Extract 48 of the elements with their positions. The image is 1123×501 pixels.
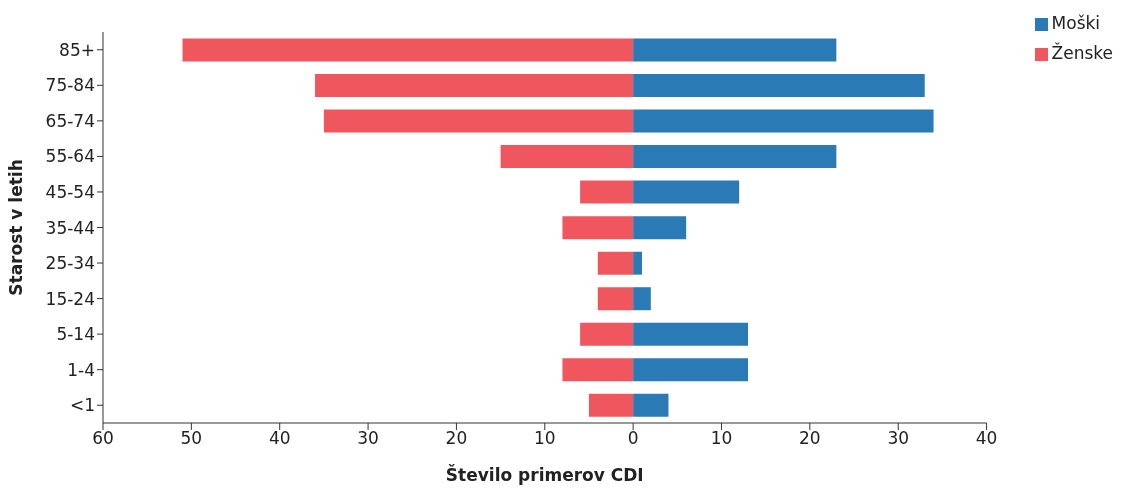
y-tick-label: 65-74: [45, 110, 95, 131]
x-tick-label: 20: [799, 428, 821, 449]
y-tick-label: 75-84: [45, 75, 95, 96]
bar: [633, 358, 748, 382]
bar: [182, 38, 634, 62]
bar: [597, 287, 634, 311]
bar: [597, 251, 634, 275]
x-tick-label: 50: [180, 428, 203, 449]
y-tick-label: 35-44: [45, 217, 95, 238]
x-tick-label: 10: [710, 428, 733, 449]
y-axis-title: Starost v letih: [6, 159, 27, 296]
bar: [580, 322, 634, 346]
legend-label: Ženske: [1051, 43, 1113, 63]
bar: [588, 393, 634, 417]
x-axis-title: Število primerov CDI: [445, 464, 644, 485]
y-tick-label: 15-24: [45, 288, 95, 309]
bar: [562, 358, 634, 382]
bar: [633, 145, 837, 169]
x-tick-label: 10: [533, 428, 556, 449]
bar: [633, 73, 925, 97]
legend-label: Moški: [1051, 13, 1101, 33]
x-tick-label: 30: [357, 428, 379, 449]
x-tick-label: 20: [445, 428, 468, 449]
bar: [500, 145, 634, 169]
bar: [633, 393, 669, 417]
x-tick-label: 60: [92, 428, 114, 449]
bar: [633, 251, 642, 275]
y-tick-label: 5-14: [56, 324, 95, 345]
x-tick-label: 40: [975, 428, 998, 449]
y-tick-label: 25-34: [45, 253, 95, 274]
bar: [580, 180, 634, 204]
bar: [633, 38, 837, 62]
bar: [633, 180, 740, 204]
bar: [315, 73, 634, 97]
bar: [633, 322, 748, 346]
bar: [633, 216, 687, 240]
bar: [633, 287, 651, 311]
y-tick-label: <1: [69, 395, 95, 416]
bar: [323, 109, 634, 133]
x-tick-label: 30: [887, 428, 910, 449]
x-tick-label: 40: [268, 428, 291, 449]
x-tick-label: 0: [627, 428, 639, 449]
y-tick-label: 85+: [59, 39, 95, 60]
bar: [633, 109, 934, 133]
y-tick-label: 45-54: [45, 181, 95, 202]
bar: [562, 216, 634, 240]
y-tick-label: 55-64: [45, 146, 95, 167]
y-tick-label: 1-4: [67, 359, 95, 380]
